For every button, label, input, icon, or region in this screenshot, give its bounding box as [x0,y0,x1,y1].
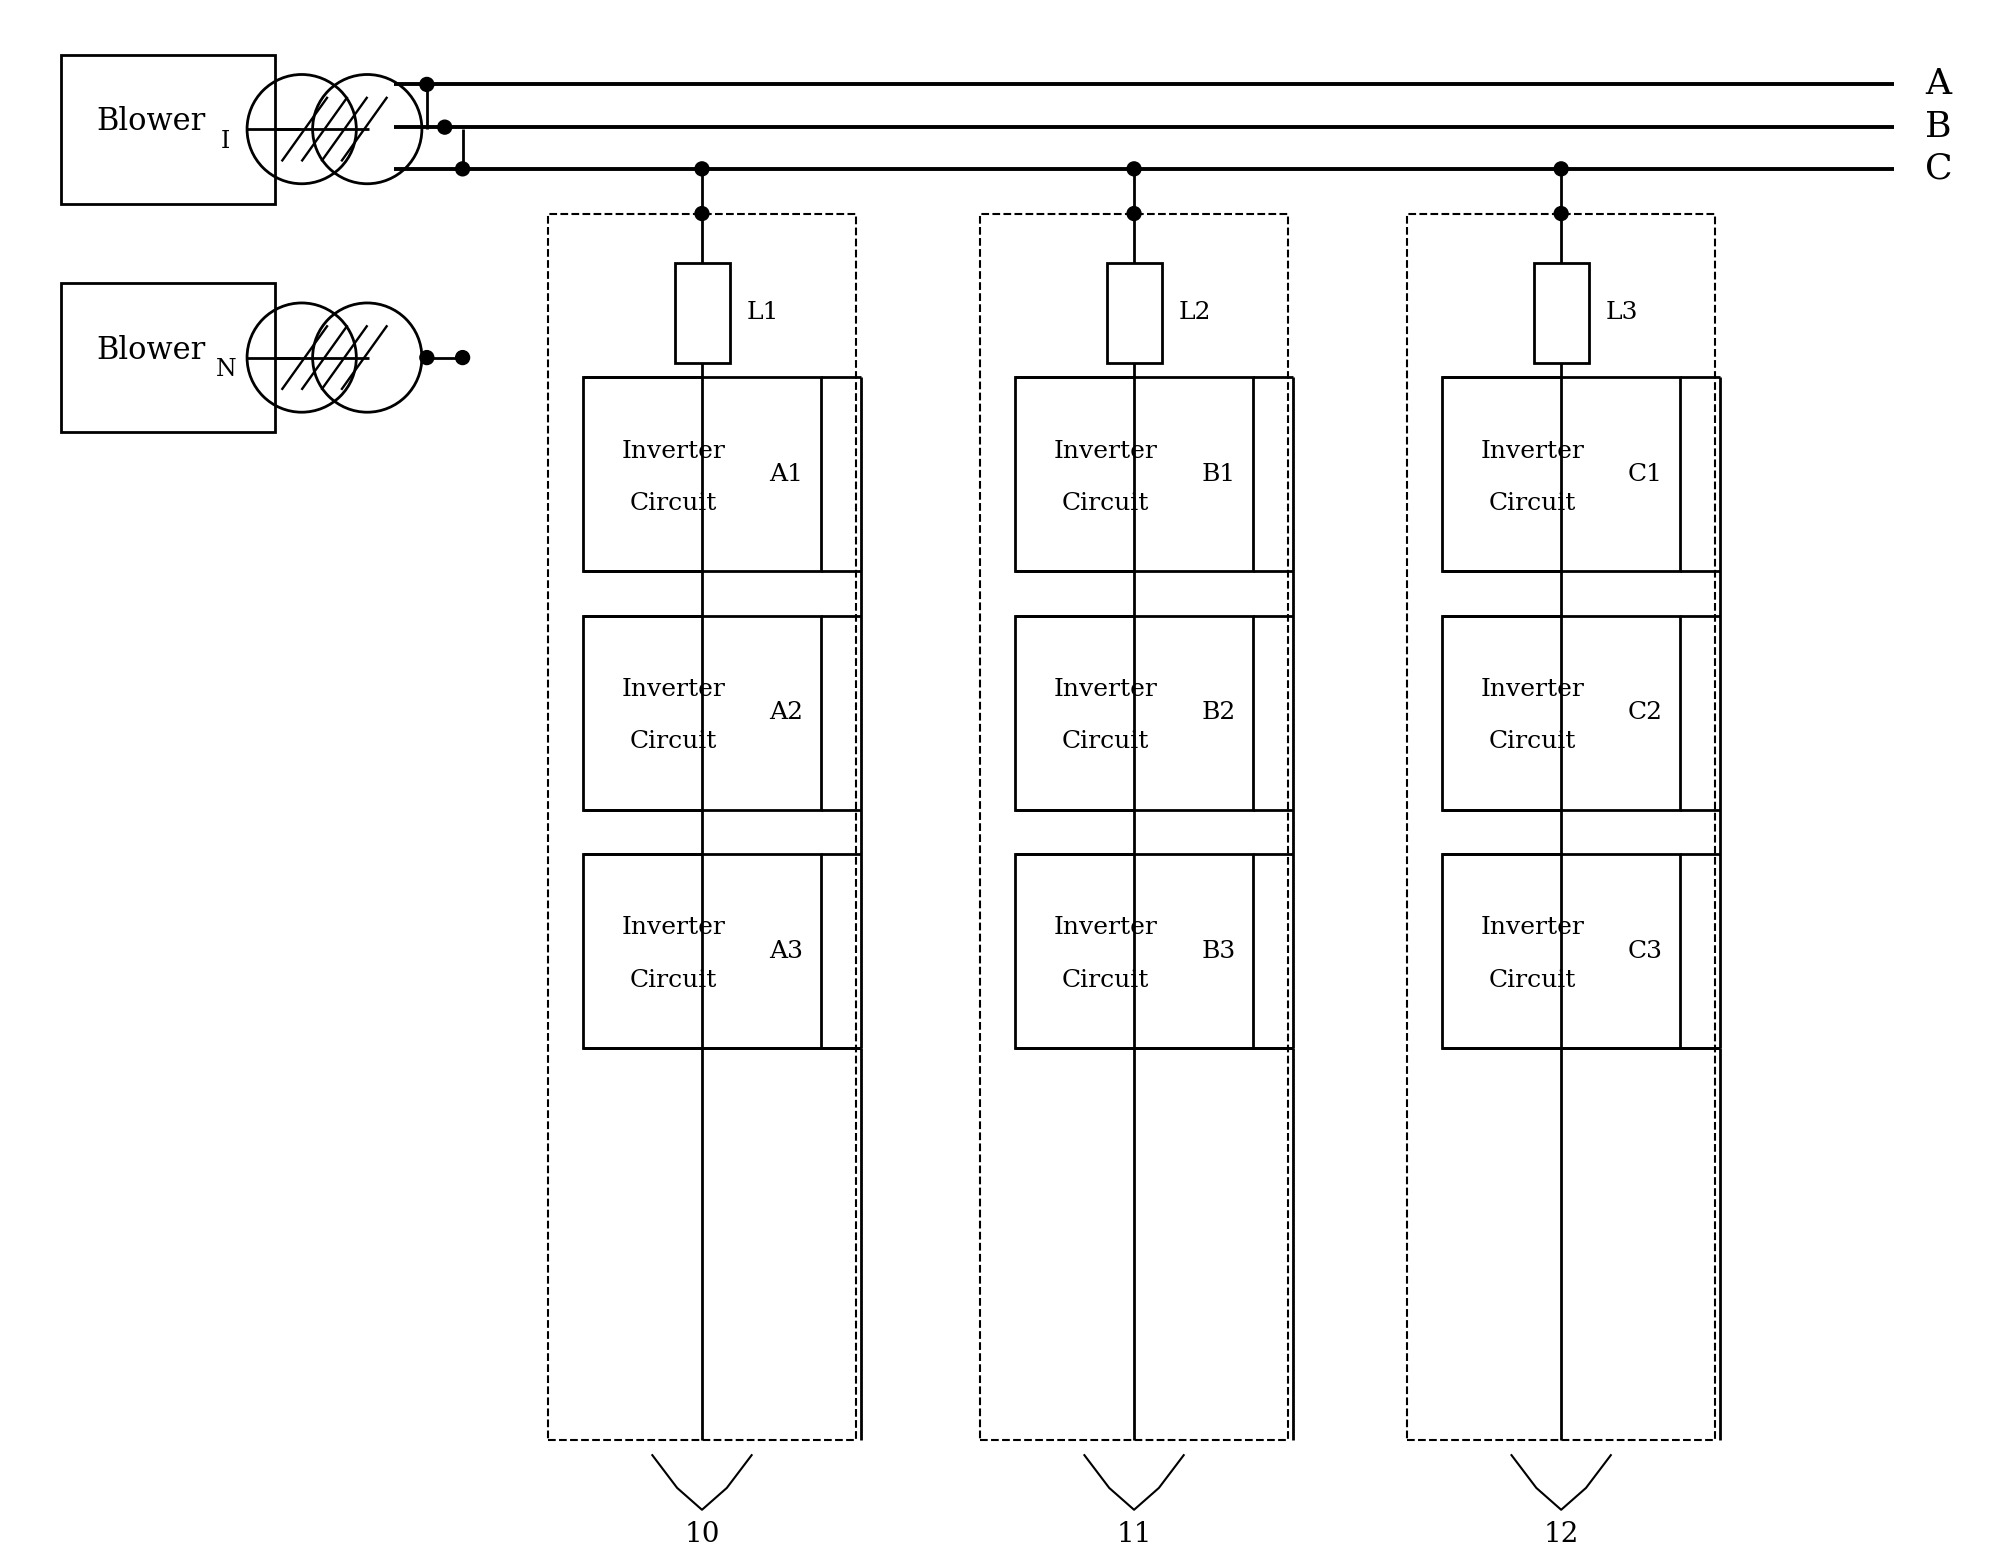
Text: Circuit: Circuit [1490,493,1575,514]
Text: Inverter: Inverter [621,440,726,463]
Text: Circuit: Circuit [1062,730,1150,753]
Circle shape [694,163,708,175]
Text: Inverter: Inverter [1054,440,1158,463]
Bar [583,378,821,572]
Text: 12: 12 [1543,1521,1579,1547]
Bar [583,853,821,1049]
Text: A2: A2 [770,702,804,725]
Bar [1108,263,1162,362]
Text: Circuit: Circuit [1062,493,1150,514]
Circle shape [420,350,434,364]
Text: Inverter: Inverter [1480,678,1585,702]
Circle shape [1128,206,1142,220]
Bar [549,214,855,1441]
Circle shape [1128,163,1142,175]
Text: A1: A1 [770,463,804,486]
Text: L3: L3 [1605,302,1639,324]
Bar [674,263,730,362]
Text: I: I [221,130,231,152]
Bar [981,214,1289,1441]
Bar [1534,263,1589,362]
Circle shape [420,77,434,91]
Text: Inverter: Inverter [1054,917,1158,939]
Text: L1: L1 [746,302,780,324]
Bar [1406,214,1715,1441]
Text: B1: B1 [1201,463,1235,486]
Text: A: A [1925,68,1951,101]
Bar [1442,617,1681,810]
Text: 11: 11 [1116,1521,1152,1547]
Circle shape [438,121,452,135]
Text: Inverter: Inverter [1054,678,1158,702]
Bar [1014,378,1253,572]
Text: Circuit: Circuit [631,730,718,753]
Text: Blower: Blower [95,107,205,138]
Text: L2: L2 [1179,302,1211,324]
Circle shape [1553,206,1567,220]
Text: 10: 10 [684,1521,720,1547]
Text: C: C [1925,152,1953,186]
Text: C3: C3 [1627,940,1663,962]
Circle shape [1553,163,1567,175]
Bar [62,283,274,432]
Circle shape [455,163,469,175]
Bar [1442,853,1681,1049]
Text: B: B [1925,110,1951,144]
Text: Inverter: Inverter [1480,917,1585,939]
Text: Circuit: Circuit [1490,730,1575,753]
Bar [1014,617,1253,810]
Text: B3: B3 [1201,940,1235,962]
Bar [62,54,274,203]
Text: Inverter: Inverter [1480,440,1585,463]
Text: Circuit: Circuit [631,968,718,991]
Circle shape [455,350,469,364]
Text: Inverter: Inverter [621,678,726,702]
Text: Blower: Blower [95,335,205,366]
Bar [583,617,821,810]
Text: A3: A3 [770,940,804,962]
Text: Circuit: Circuit [1490,968,1575,991]
Text: Circuit: Circuit [1062,968,1150,991]
Circle shape [694,206,708,220]
Bar [1014,853,1253,1049]
Bar [1442,378,1681,572]
Text: C1: C1 [1627,463,1663,486]
Text: B2: B2 [1201,702,1235,725]
Text: N: N [215,358,237,381]
Text: C2: C2 [1627,702,1663,725]
Text: Inverter: Inverter [621,917,726,939]
Text: Circuit: Circuit [631,493,718,514]
